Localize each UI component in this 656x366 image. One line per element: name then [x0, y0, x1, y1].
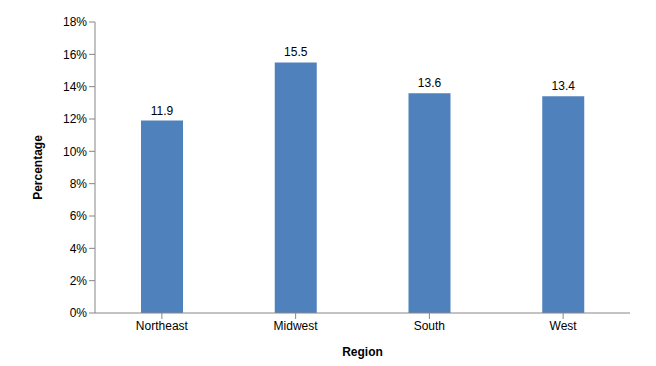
- svg-text:13.6: 13.6: [418, 76, 442, 90]
- svg-text:12%: 12%: [63, 112, 87, 126]
- svg-text:0%: 0%: [70, 306, 88, 320]
- svg-text:8%: 8%: [70, 177, 88, 191]
- svg-text:West: West: [550, 319, 578, 333]
- svg-text:Midwest: Midwest: [274, 319, 319, 333]
- svg-text:15.5: 15.5: [284, 45, 308, 59]
- svg-text:Percentage: Percentage: [31, 135, 45, 200]
- svg-text:10%: 10%: [63, 145, 87, 159]
- svg-text:South: South: [414, 319, 445, 333]
- svg-text:Northeast: Northeast: [136, 319, 189, 333]
- svg-text:2%: 2%: [70, 274, 88, 288]
- svg-text:14%: 14%: [63, 80, 87, 94]
- svg-text:11.9: 11.9: [151, 104, 174, 118]
- svg-text:16%: 16%: [63, 48, 87, 62]
- svg-text:13.4: 13.4: [552, 79, 576, 93]
- svg-text:6%: 6%: [70, 209, 88, 223]
- svg-text:18%: 18%: [63, 15, 87, 29]
- svg-text:4%: 4%: [70, 242, 88, 256]
- svg-text:Region: Region: [342, 345, 383, 359]
